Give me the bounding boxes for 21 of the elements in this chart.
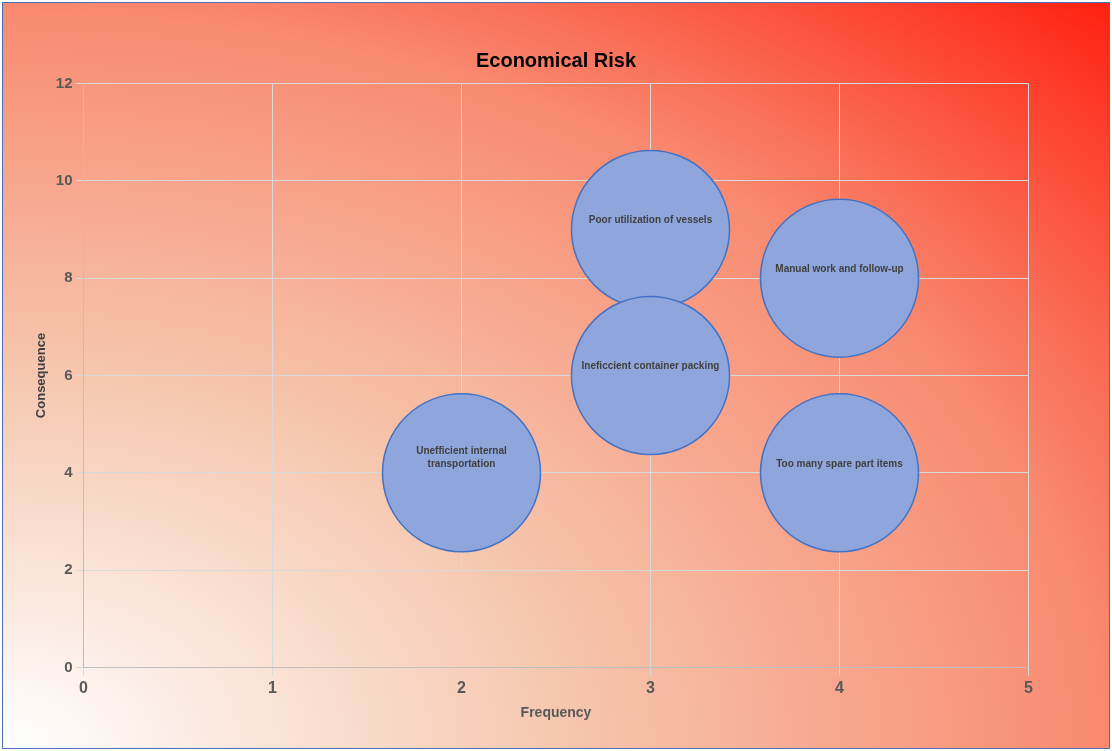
annotation: Manual work and follow-up — [775, 262, 904, 274]
chart-title: Economical Risk — [475, 49, 637, 72]
y-tick-label: 0 — [64, 657, 73, 675]
y-tick-label: 2 — [64, 560, 73, 578]
y-axis-title: Consequence — [32, 332, 48, 419]
annotation: Poor utilization of vessels — [588, 214, 713, 226]
x-tick-label: 0 — [79, 678, 89, 696]
annotation: Ineficcient container packing — [581, 360, 720, 372]
x-tick-label: 2 — [457, 678, 467, 696]
x-axis-title: Frequency — [520, 703, 592, 720]
y-tick-label: 8 — [64, 268, 73, 286]
y-tick-label: 4 — [64, 462, 74, 480]
y-tick-label: 10 — [55, 170, 73, 188]
x-tick-label: 5 — [1024, 678, 1034, 696]
y-tick-label: 6 — [64, 365, 73, 383]
annotation: Too many spare part items — [776, 457, 904, 469]
x-tick-label: 3 — [646, 678, 656, 696]
annotation: Unefficient internal transportation — [416, 444, 507, 469]
y-tick-label: 12 — [55, 73, 73, 91]
x-tick-label: 1 — [268, 678, 278, 696]
x-tick-label: 4 — [835, 678, 845, 696]
